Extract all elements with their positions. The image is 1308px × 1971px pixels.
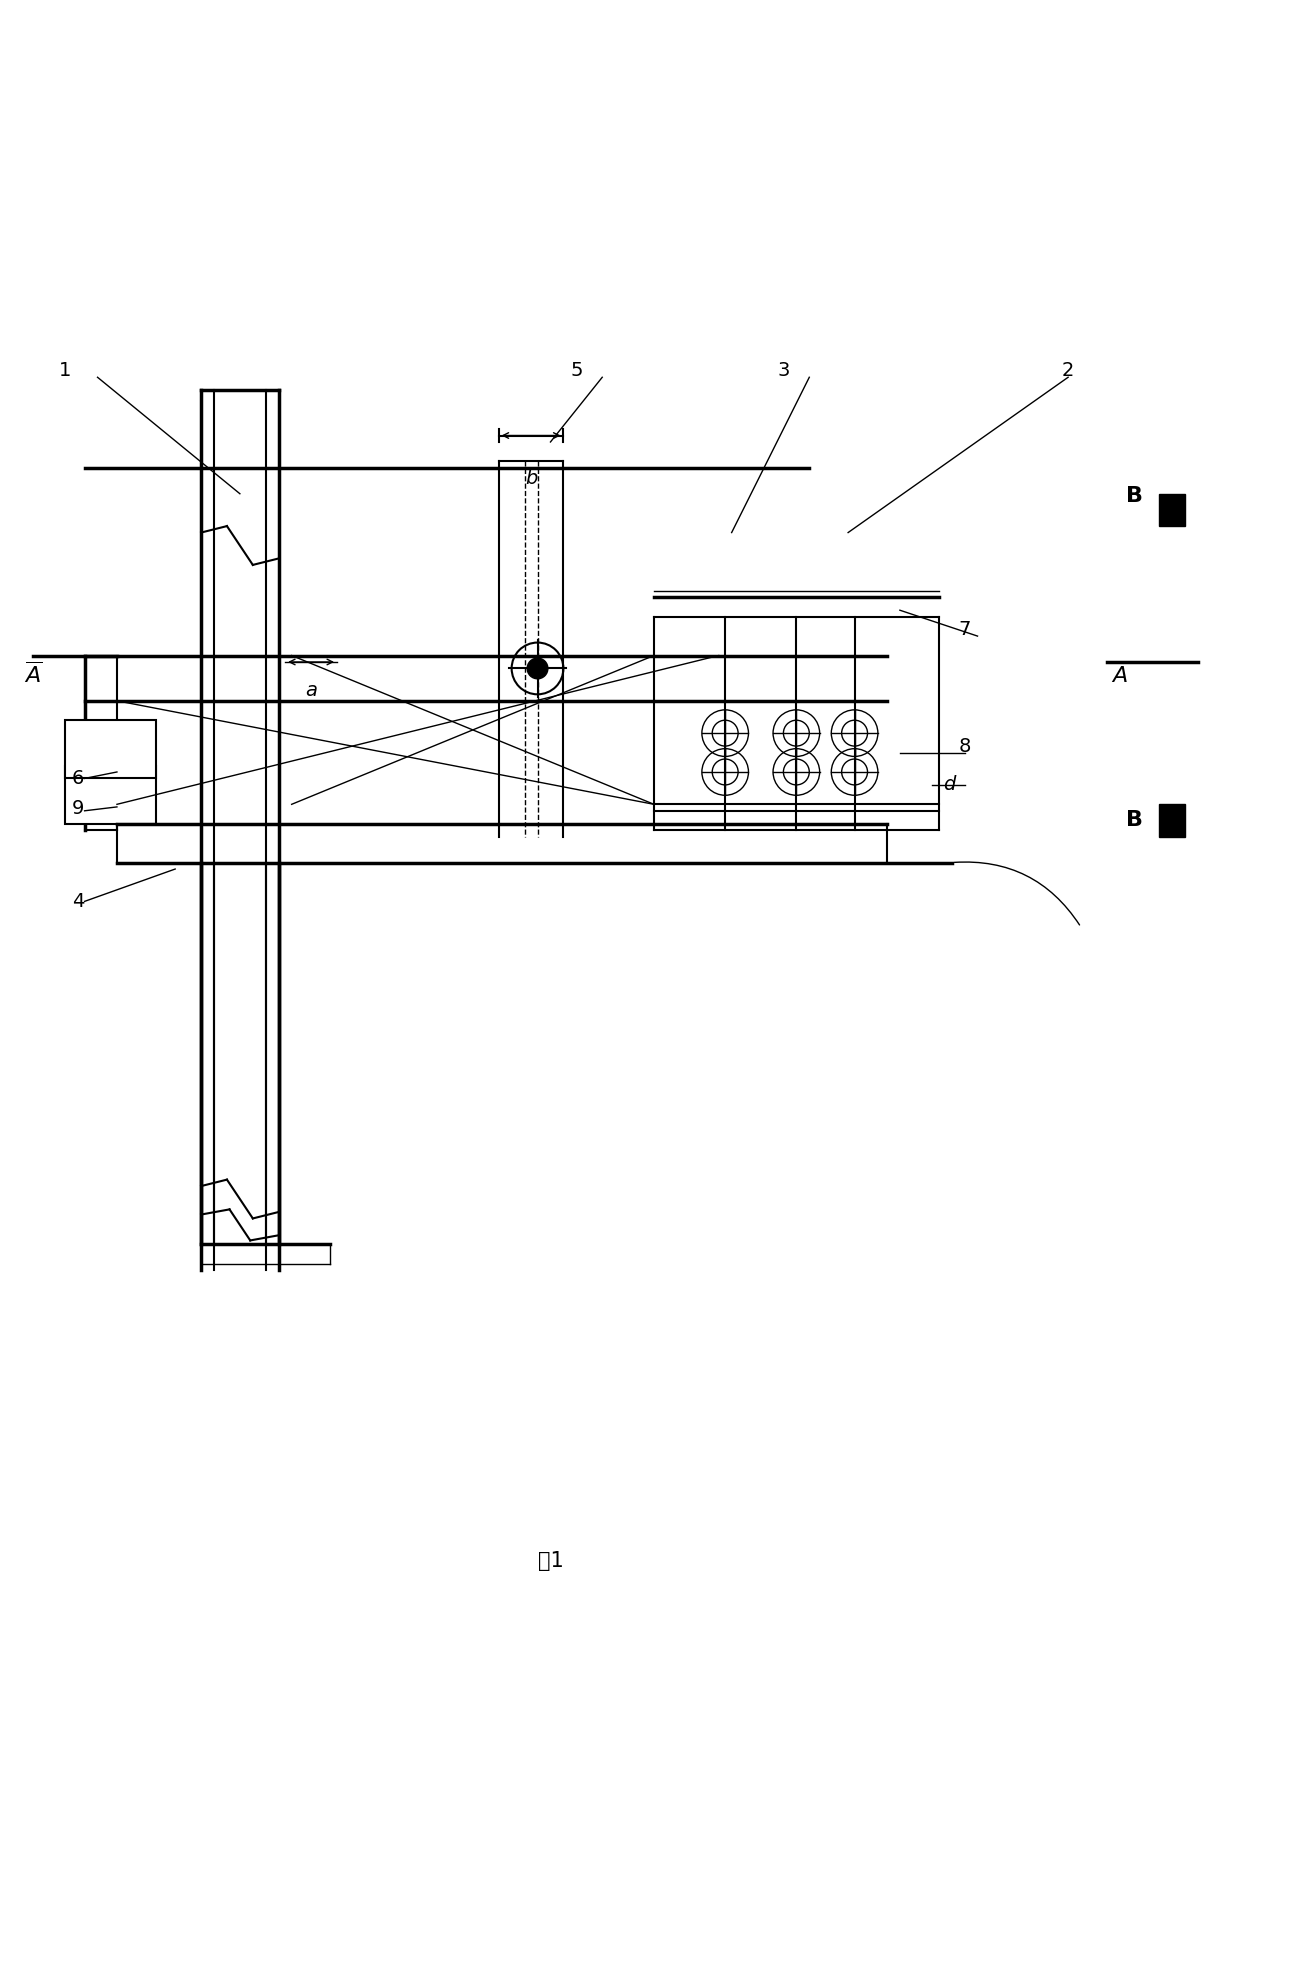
Text: 7: 7 (959, 621, 971, 639)
Text: $\overline{A}$: $\overline{A}$ (24, 662, 42, 688)
Bar (1159, 804, 1185, 836)
Text: d: d (943, 775, 955, 794)
Text: b: b (525, 469, 538, 487)
Text: 1: 1 (59, 361, 72, 380)
Text: B: B (1126, 810, 1143, 830)
Circle shape (527, 658, 548, 678)
Text: 2: 2 (1062, 361, 1074, 380)
Bar (1159, 495, 1185, 526)
Bar (65, 719, 156, 779)
Text: a: a (305, 680, 317, 700)
Text: B: B (1126, 487, 1143, 507)
Text: 5: 5 (570, 361, 582, 380)
Text: $\overline{A}$: $\overline{A}$ (1110, 662, 1129, 688)
Text: 9: 9 (72, 798, 84, 818)
Text: 3: 3 (777, 361, 790, 380)
Text: 6: 6 (72, 769, 84, 788)
Text: 4: 4 (72, 893, 84, 911)
Bar (65, 765, 156, 824)
Text: 图1: 图1 (538, 1551, 564, 1571)
Text: 8: 8 (959, 737, 971, 755)
